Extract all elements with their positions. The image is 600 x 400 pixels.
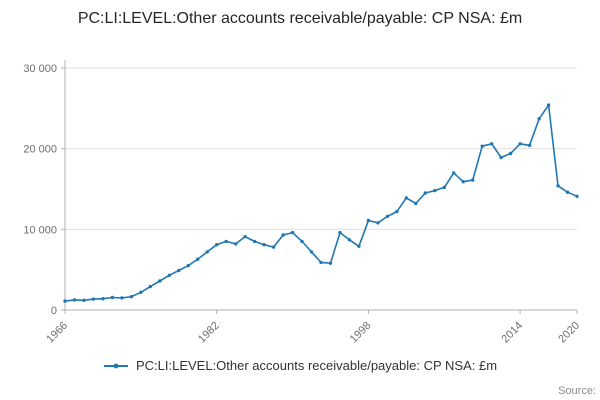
data-point (537, 117, 541, 121)
series-line (64, 104, 578, 302)
data-point (376, 221, 380, 225)
data-point (575, 194, 579, 198)
source-note: Source: (558, 385, 596, 397)
data-point (565, 190, 570, 194)
x-tick-label: 1982 (196, 320, 222, 346)
data-point (442, 185, 446, 190)
data-point (205, 250, 209, 254)
data-point (556, 184, 560, 188)
data-point (471, 178, 475, 182)
data-point (120, 296, 124, 300)
data-point (508, 151, 513, 156)
x-tick-label: 1966 (44, 320, 70, 346)
y-tick-label: 30 000 (23, 63, 57, 75)
data-point (101, 297, 105, 301)
data-point (177, 268, 181, 273)
data-point (395, 209, 399, 214)
data-point (281, 233, 285, 237)
chart-title-text: PC:LI:LEVEL:Other accounts receivable/pa… (77, 10, 523, 27)
x-tick-label: 1998 (348, 320, 374, 346)
data-point (196, 257, 200, 261)
data-point (215, 243, 219, 247)
line-chart: 0 10 000 20 000 30 000 1966 1982 1998 2014 2020 (23, 60, 582, 346)
data-point (527, 143, 532, 148)
data-point (224, 239, 228, 244)
data-point (262, 243, 266, 247)
data-point (338, 230, 342, 235)
data-point (423, 191, 427, 195)
data-point (129, 295, 134, 299)
data-point (319, 260, 323, 265)
data-point (499, 155, 503, 160)
data-point (252, 239, 257, 244)
data-point (546, 103, 551, 107)
data-point (158, 279, 162, 283)
data-point (414, 201, 418, 206)
data-point (404, 196, 408, 200)
data-point (139, 290, 143, 294)
data-point (72, 298, 77, 302)
chart-title: PC:LI:LEVEL:Other accounts receivable/pa… (0, 8, 600, 30)
data-point (461, 180, 465, 184)
data-point (167, 273, 171, 277)
data-point (328, 261, 333, 265)
data-point (186, 263, 190, 268)
data-point (271, 245, 276, 249)
x-tick-label: 2014 (499, 320, 525, 346)
data-point (452, 171, 456, 175)
data-point (234, 242, 238, 246)
data-point (309, 250, 314, 254)
data-point (148, 284, 152, 289)
data-point (110, 295, 115, 300)
data-point (63, 299, 67, 303)
legend-marker (103, 363, 128, 368)
data-point (357, 244, 361, 248)
y-tick-label: 10 000 (23, 224, 57, 236)
data-point (347, 238, 352, 242)
data-point (480, 144, 484, 148)
data-point (518, 142, 522, 146)
legend[interactable]: PC:LI:LEVEL:Other accounts receivable/pa… (0, 358, 600, 373)
data-point (290, 230, 295, 235)
data-point (433, 188, 437, 193)
data-point (385, 214, 390, 219)
data-point (91, 297, 96, 301)
legend-label: PC:LI:LEVEL:Other accounts receivable/pa… (135, 358, 498, 373)
y-tick-label: 0 (51, 305, 57, 317)
data-point (490, 142, 494, 146)
y-tick-label: 20 000 (23, 144, 57, 156)
x-tick-label: 2020 (556, 320, 582, 346)
data-point (366, 218, 371, 223)
data-point (300, 239, 304, 244)
data-point (243, 234, 247, 239)
data-point (82, 298, 86, 302)
